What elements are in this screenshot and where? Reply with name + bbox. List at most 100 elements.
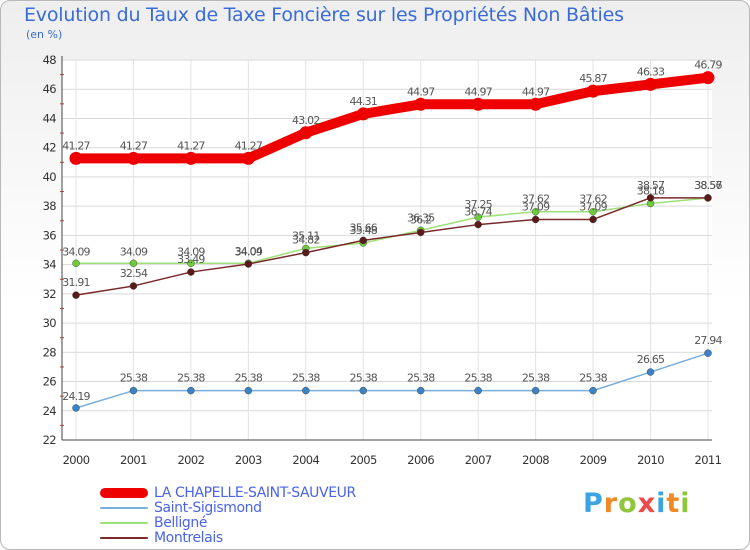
y-tick-label: 44 [43, 111, 57, 125]
data-point [589, 215, 597, 224]
data-point [187, 386, 195, 395]
data-point [299, 126, 313, 140]
data-label: 25.38 [464, 372, 492, 385]
data-label: 35.11 [292, 229, 320, 242]
legend-item: Montrelais [100, 530, 430, 546]
legend-swatch-line [100, 522, 148, 524]
data-point [701, 71, 715, 85]
data-point [72, 291, 80, 299]
chart-title: Evolution du Taux de Taxe Foncière sur l… [24, 4, 624, 26]
data-label: 41.27 [120, 139, 148, 152]
data-label: 34.09 [62, 245, 90, 258]
data-point [646, 194, 655, 202]
x-tick-label: 2005 [350, 453, 377, 467]
logo-letter: i [656, 488, 667, 519]
data-point [531, 386, 540, 395]
data-label: 41.27 [235, 139, 263, 152]
data-label: 44.97 [407, 85, 435, 98]
y-tick-label: 38 [43, 199, 57, 213]
data-label: 27.94 [694, 334, 722, 347]
data-point [359, 236, 367, 245]
y-tick-label: 32 [43, 287, 57, 301]
data-point [356, 107, 370, 121]
data-point [241, 151, 255, 165]
data-label: 36.74 [464, 206, 492, 219]
data-label: 35.48 [350, 224, 378, 237]
data-label: 37.09 [579, 200, 607, 213]
data-point [129, 259, 138, 267]
logo-letter: P [583, 488, 604, 519]
x-tick-label: 2009 [580, 453, 607, 467]
x-tick-label: 2000 [63, 453, 90, 467]
x-tick-label: 2006 [407, 453, 434, 467]
y-tick-label: 30 [43, 316, 57, 330]
legend-item: Saint-Sigismond [100, 500, 430, 516]
data-point [531, 208, 540, 216]
data-label: 35.66 [350, 221, 378, 234]
legend-label: Saint-Sigismond [154, 500, 262, 516]
data-label: 41.27 [62, 139, 90, 152]
data-label: 37.25 [464, 198, 492, 211]
plot-area [62, 60, 712, 440]
data-label: 25.38 [522, 372, 550, 385]
data-point [359, 386, 367, 395]
data-label: 25.38 [177, 372, 205, 385]
data-label: 38.57 [637, 179, 665, 192]
legend-label: LA CHAPELLE-SAINT-SAUVEUR [154, 485, 356, 501]
data-label: 36.2 [410, 213, 431, 226]
legend-swatch [100, 501, 148, 516]
legend-label: Belligné [154, 515, 208, 531]
data-point [531, 215, 540, 224]
logo-letter: o [618, 488, 638, 519]
data-label: 36.35 [407, 211, 435, 224]
data-point [417, 386, 425, 395]
legend-swatch-line [100, 507, 148, 509]
data-label: 32.54 [120, 267, 148, 280]
data-point [586, 84, 600, 98]
y-tick-label: 48 [43, 53, 57, 67]
series-line [75, 352, 709, 409]
y-tick-label: 36 [43, 228, 57, 242]
legend: LA CHAPELLE-SAINT-SAUVEUR Saint-Sigismon… [100, 485, 430, 546]
data-point [244, 386, 253, 395]
x-tick-label: 2007 [465, 453, 492, 467]
data-label: 37.62 [522, 193, 550, 206]
data-label: 25.38 [350, 372, 378, 385]
data-label: 46.33 [637, 65, 665, 78]
data-labels: 24.19 25.38 25.38 25.38 25.38 25.38 25.38 25.38… [62, 59, 723, 403]
proxiti-logo: Proxiti [583, 488, 691, 519]
legend-swatch [100, 531, 148, 546]
x-tick-label: 2003 [235, 453, 262, 467]
data-label: 44.31 [350, 95, 378, 108]
data-label: 25.38 [235, 372, 263, 385]
data-point [302, 386, 310, 395]
data-point [414, 97, 428, 111]
x-tick-label: 2008 [522, 453, 549, 467]
data-label: 44.97 [522, 85, 550, 98]
data-label: 38.18 [637, 185, 665, 198]
data-label: 45.87 [579, 72, 607, 85]
x-tick-label: 2001 [120, 453, 147, 467]
data-label: 46.79 [694, 59, 722, 72]
legend-item: LA CHAPELLE-SAINT-SAUVEUR [100, 485, 430, 501]
data-point [72, 259, 80, 267]
axes: 22 24 26 28 30 32 34 36 38 40 42 44 46 48 2000 2001 2002… [43, 53, 723, 467]
logo-letter: t [666, 488, 681, 519]
y-tick-label: 40 [43, 170, 57, 184]
data-point [589, 208, 597, 216]
data-label: 44.97 [464, 85, 492, 98]
legend-swatch-line [100, 537, 148, 539]
legend-item: Belligné [100, 515, 430, 531]
y-tick-label: 22 [43, 433, 57, 447]
data-point [704, 349, 712, 357]
y-tick-label: 28 [43, 345, 57, 359]
data-point [302, 248, 310, 257]
data-label: 25.38 [120, 372, 148, 385]
data-label: 26.65 [637, 353, 665, 366]
data-label: 33.49 [177, 253, 205, 266]
series-line [75, 197, 709, 296]
x-tick-label: 2011 [695, 453, 722, 467]
data-point [72, 404, 80, 412]
legend-swatch [100, 516, 148, 531]
